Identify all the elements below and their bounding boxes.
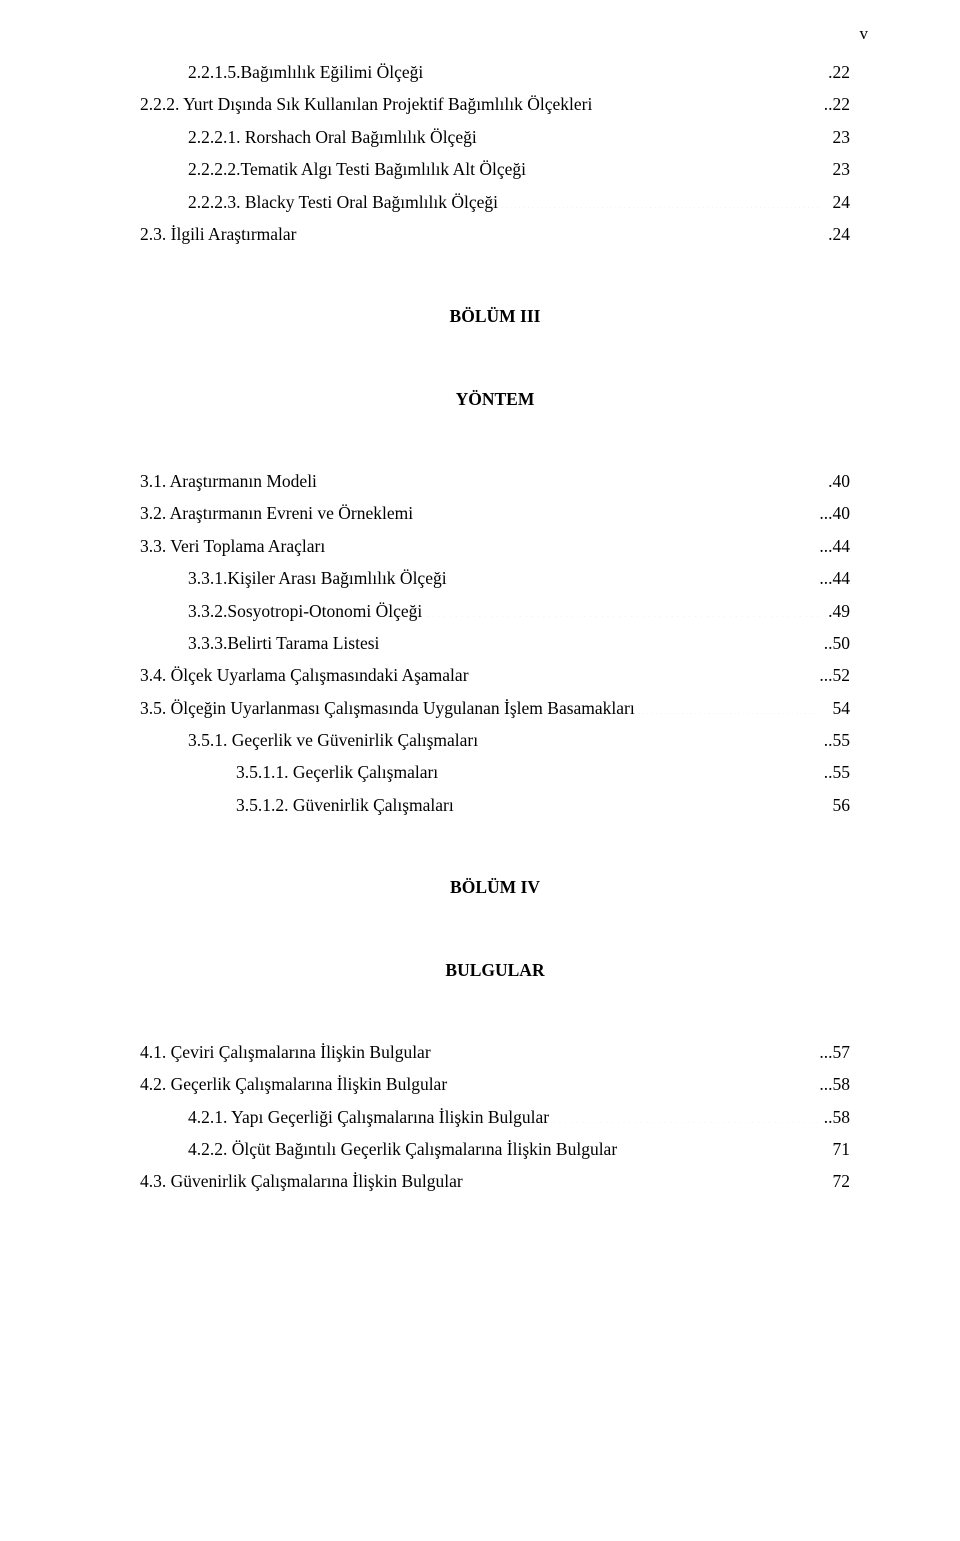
toc-entry: 2.2.2.1. Rorshach Oral Bağımlılık Ölçeği… <box>140 121 850 153</box>
toc-entry: 3.5.1.2. Güvenirlik Çalışmaları 56 <box>140 789 850 821</box>
toc-block-b4: 4.1. Çeviri Çalışmalarına İlişkin Bulgul… <box>140 1036 850 1198</box>
toc-entry-page: 23 <box>822 121 850 153</box>
toc-entry-page: ...40 <box>819 497 850 529</box>
toc-entry: 3.5. Ölçeğin Uyarlanması Çalışmasında Uy… <box>140 692 850 724</box>
toc-entry: 3.3.1.Kişiler Arası Bağımlılık Ölçeği...… <box>140 562 850 594</box>
section-subheading-yontem: YÖNTEM <box>140 383 850 415</box>
toc-entry: 2.2.2.3. Blacky Testi Oral Bağımlılık Öl… <box>140 186 850 218</box>
toc-entry-label: 4.2.2. Ölçüt Bağıntılı Geçerlik Çalışmal… <box>188 1133 617 1165</box>
toc-entry-label: 4.2.1. Yapı Geçerliği Çalışmalarına İliş… <box>188 1101 549 1133</box>
toc-entry-page: 71 <box>822 1133 850 1165</box>
toc-entry-label: 3.3.1.Kişiler Arası Bağımlılık Ölçeği <box>188 562 447 594</box>
toc-entry-label: 3.3.2.Sosyotropi-Otonomi Ölçeği <box>188 595 422 627</box>
toc-entry-page: 56 <box>822 789 850 821</box>
toc-leader <box>619 1136 820 1155</box>
toc-entry-page: 72 <box>822 1165 850 1197</box>
toc-entry-label: 2.2.2.1. Rorshach Oral Bağımlılık Ölçeği <box>188 121 477 153</box>
toc-entry-page: .22 <box>822 56 850 88</box>
toc-leader <box>594 91 820 110</box>
toc-entry-page: ..22 <box>822 88 850 120</box>
toc-entry: 4.3. Güvenirlik Çalışmalarına İlişkin Bu… <box>140 1165 850 1197</box>
toc-entry-label: 3.5.1.2. Güvenirlik Çalışmaları <box>236 789 454 821</box>
toc-leader <box>480 727 820 746</box>
toc-entry: 4.2. Geçerlik Çalışmalarına İlişkin Bulg… <box>140 1068 850 1100</box>
toc-leader <box>449 1071 817 1090</box>
toc-entry-label: 4.3. Güvenirlik Çalışmalarına İlişkin Bu… <box>140 1165 463 1197</box>
toc-entry-label: 3.5.1.1. Geçerlik Çalışmaları <box>236 756 438 788</box>
toc-entry: 3.2. Araştırmanın Evreni ve Örneklemi...… <box>140 497 850 529</box>
toc-entry-label: 3.5.1. Geçerlik ve Güvenirlik Çalışmalar… <box>188 724 478 756</box>
toc-entry-page: ...58 <box>819 1068 850 1100</box>
toc-entry: 4.1. Çeviri Çalışmalarına İlişkin Bulgul… <box>140 1036 850 1068</box>
toc-entry: 2.2.1.5.Bağımlılık Eğilimi Ölçeği .22 <box>140 56 850 88</box>
toc-entry: 4.2.2. Ölçüt Bağıntılı Geçerlik Çalışmal… <box>140 1133 850 1165</box>
section-heading-bolum4: BÖLÜM IV <box>140 871 850 903</box>
toc-leader <box>456 792 820 811</box>
toc-entry-label: 3.3. Veri Toplama Araçları <box>140 530 325 562</box>
toc-leader <box>500 188 820 207</box>
toc-entry: 3.5.1. Geçerlik ve Güvenirlik Çalışmalar… <box>140 724 850 756</box>
toc-leader <box>327 533 817 552</box>
toc-entry-page: 24 <box>822 186 850 218</box>
toc-entry-page: .49 <box>822 595 850 627</box>
toc-entry-page: ..50 <box>822 627 850 659</box>
toc-leader <box>637 694 820 713</box>
toc-entry: 2.2.2. Yurt Dışında Sık Kullanılan Proje… <box>140 88 850 120</box>
toc-leader <box>299 221 821 240</box>
toc-leader <box>381 630 820 649</box>
toc-entry-page: ..55 <box>822 756 850 788</box>
section-heading-bolum3: BÖLÜM III <box>140 300 850 332</box>
toc-entry-label: 3.2. Araştırmanın Evreni ve Örneklemi <box>140 497 413 529</box>
toc-entry-page: ..58 <box>822 1101 850 1133</box>
toc-entry: 3.4. Ölçek Uyarlama Çalışmasındaki Aşama… <box>140 659 850 691</box>
toc-entry-page: ..55 <box>822 724 850 756</box>
toc-entry-label: 2.3. İlgili Araştırmalar <box>140 218 297 250</box>
toc-block-top: 2.2.1.5.Bağımlılık Eğilimi Ölçeği.222.2.… <box>140 56 850 250</box>
toc-entry-page: 23 <box>822 153 850 185</box>
toc-entry-label: 2.2.2. Yurt Dışında Sık Kullanılan Proje… <box>140 88 592 120</box>
toc-entry-label: 4.1. Çeviri Çalışmalarına İlişkin Bulgul… <box>140 1036 431 1068</box>
toc-entry-label: 2.2.2.2.Tematik Algı Testi Bağımlılık Al… <box>188 153 526 185</box>
toc-entry-page: ...44 <box>819 530 850 562</box>
toc-leader <box>479 124 820 143</box>
toc-leader <box>551 1103 820 1122</box>
toc-entry-label: 2.2.2.3. Blacky Testi Oral Bağımlılık Öl… <box>188 186 498 218</box>
toc-entry-page: .40 <box>822 465 850 497</box>
toc-leader <box>425 59 820 78</box>
toc-entry: 3.1. Araştırmanın Modeli .40 <box>140 465 850 497</box>
page-container: v 2.2.1.5.Bağımlılık Eğilimi Ölçeği.222.… <box>0 0 960 1541</box>
toc-entry-label: 3.5. Ölçeğin Uyarlanması Çalışmasında Uy… <box>140 692 635 724</box>
toc-entry: 3.3.3.Belirti Tarama Listesi ..50 <box>140 627 850 659</box>
toc-entry-page: ...57 <box>819 1036 850 1068</box>
toc-leader <box>449 565 818 584</box>
toc-leader <box>471 662 818 681</box>
page-number-roman: v <box>860 18 869 49</box>
toc-leader <box>433 1039 818 1058</box>
toc-entry: 2.3. İlgili Araştırmalar .24 <box>140 218 850 250</box>
toc-leader <box>465 1168 820 1187</box>
toc-entry-page: 54 <box>822 692 850 724</box>
toc-entry-page: ...44 <box>819 562 850 594</box>
section-subheading-bulgular: BULGULAR <box>140 954 850 986</box>
toc-leader <box>424 597 820 616</box>
toc-entry: 3.3.2.Sosyotropi-Otonomi Ölçeği .49 <box>140 595 850 627</box>
toc-entry-label: 4.2. Geçerlik Çalışmalarına İlişkin Bulg… <box>140 1068 447 1100</box>
toc-entry: 2.2.2.2.Tematik Algı Testi Bağımlılık Al… <box>140 153 850 185</box>
toc-entry-page: .24 <box>822 218 850 250</box>
toc-entry: 4.2.1. Yapı Geçerliği Çalışmalarına İliş… <box>140 1101 850 1133</box>
toc-entry-page: ...52 <box>819 659 850 691</box>
toc-leader <box>528 156 820 175</box>
toc-entry-label: 3.4. Ölçek Uyarlama Çalışmasındaki Aşama… <box>140 659 469 691</box>
toc-entry-label: 2.2.1.5.Bağımlılık Eğilimi Ölçeği <box>188 56 423 88</box>
toc-entry-label: 3.1. Araştırmanın Modeli <box>140 465 317 497</box>
toc-leader <box>440 759 820 778</box>
toc-leader <box>319 468 820 487</box>
toc-entry-label: 3.3.3.Belirti Tarama Listesi <box>188 627 379 659</box>
toc-entry: 3.3. Veri Toplama Araçları ...44 <box>140 530 850 562</box>
toc-block-b3: 3.1. Araştırmanın Modeli.403.2. Araştırm… <box>140 465 850 821</box>
toc-entry: 3.5.1.1. Geçerlik Çalışmaları ..55 <box>140 756 850 788</box>
toc-leader <box>415 500 817 519</box>
